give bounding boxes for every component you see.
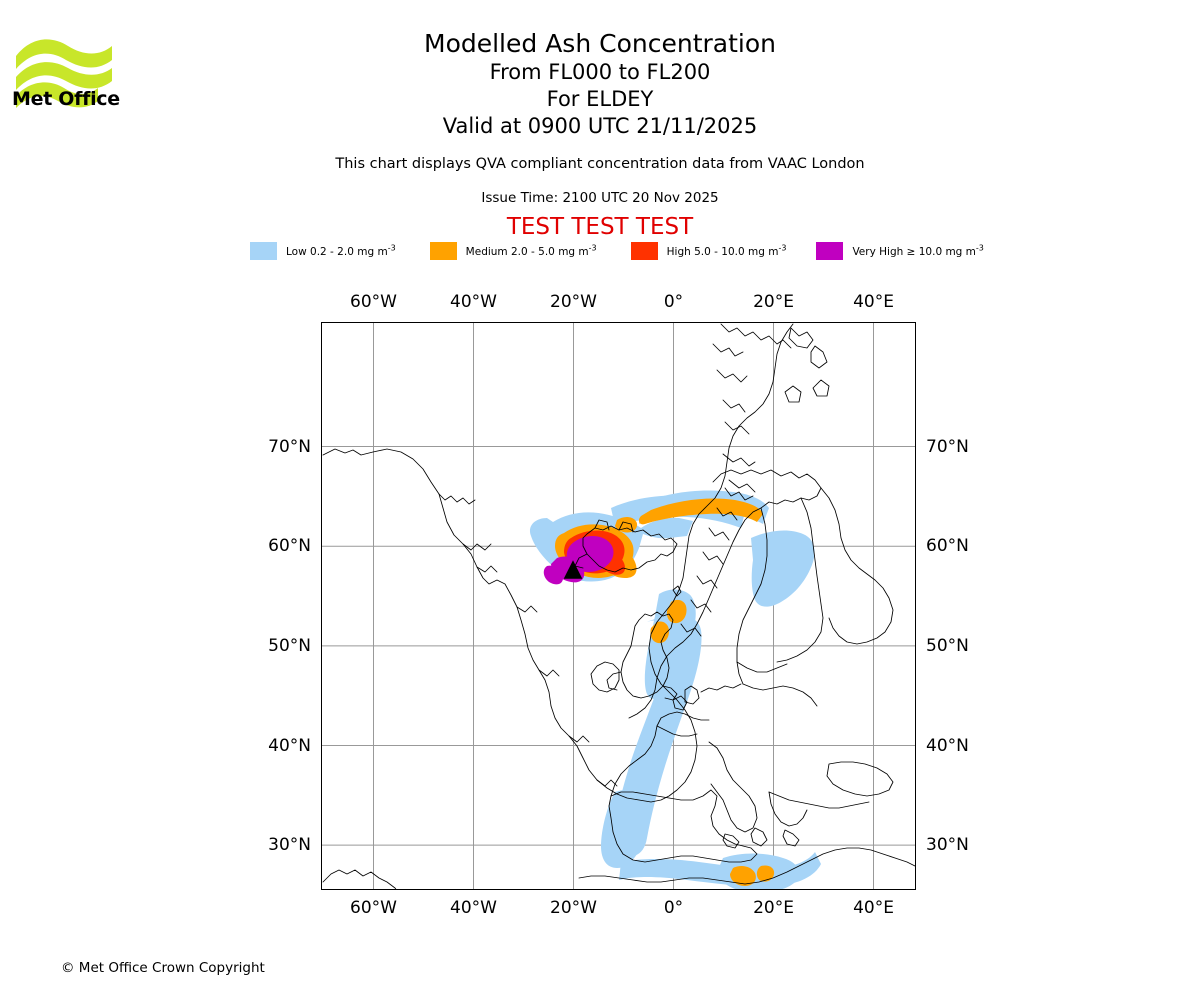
issue-time: Issue Time: 2100 UTC 20 Nov 2025	[481, 190, 719, 206]
map-container	[321, 322, 916, 890]
legend-swatch-medium	[429, 242, 457, 260]
lat-tick-right-4: 30°N	[926, 835, 969, 856]
logo-wordmark: Met Office	[12, 88, 120, 110]
legend-swatch-low	[250, 242, 277, 260]
legend-label-medium: Medium 2.0 - 5.0 mg m-3	[466, 244, 597, 259]
lat-tick-left-1: 60°N	[268, 536, 311, 557]
lon-tick-bottom-4: 20°E	[753, 898, 794, 918]
page-title: Modelled Ash Concentration	[424, 29, 776, 58]
lat-tick-right-1: 60°N	[926, 536, 969, 557]
title-volcano: For ELDEY	[546, 87, 654, 111]
lat-tick-left-2: 50°N	[268, 635, 311, 656]
lon-tick-bottom-1: 40°W	[450, 898, 497, 918]
ash-concentration-map	[321, 322, 916, 890]
legend-entry-medium: Medium 2.0 - 5.0 mg m-3	[429, 241, 597, 261]
legend-text-very-high: Very High ≥ 10.0 mg m-3	[852, 243, 984, 259]
test-banner: TEST TEST TEST	[506, 214, 694, 240]
lon-tick-top-1: 40°W	[450, 292, 497, 312]
legend-entry-low: Low 0.2 - 2.0 mg m-3	[250, 241, 396, 261]
met-office-logo	[16, 39, 112, 108]
lat-tick-right-2: 50°N	[926, 635, 969, 656]
lon-tick-top-0: 60°W	[350, 292, 397, 312]
lat-tick-right-0: 70°N	[926, 436, 969, 457]
lon-tick-bottom-0: 60°W	[350, 898, 397, 918]
lon-tick-bottom-5: 40°E	[853, 898, 894, 918]
map-frame	[321, 322, 916, 890]
lat-tick-left-3: 40°N	[268, 735, 311, 756]
title-block: Modelled Ash Concentration From FL000 to…	[0, 28, 1200, 140]
title-flight-levels: From FL000 to FL200	[489, 60, 711, 84]
legend-text-medium: Medium 2.0 - 5.0 mg m-3	[465, 243, 597, 259]
copyright-notice: © Met Office Crown Copyright	[61, 960, 265, 976]
legend-text-low: Low 0.2 - 2.0 mg m-3	[286, 243, 396, 259]
qva-note: This chart displays QVA compliant concen…	[335, 156, 865, 172]
legend-label-high: High 5.0 - 10.0 mg m-3	[667, 244, 787, 259]
map-coastlines	[322, 323, 916, 890]
legend-label-low: Low 0.2 - 2.0 mg m-3	[286, 244, 396, 259]
legend-entry-very-high: Very High ≥ 10.0 mg m-3	[816, 241, 984, 261]
lon-tick-top-2: 20°W	[550, 292, 597, 312]
legend-swatch-high	[630, 242, 658, 260]
legend-swatch-very-high	[816, 242, 844, 260]
lon-tick-bottom-2: 20°W	[550, 898, 597, 918]
lon-tick-top-4: 20°E	[753, 292, 794, 312]
legend-entry-high: High 5.0 - 10.0 mg m-3	[630, 241, 787, 261]
legend-text-high: High 5.0 - 10.0 mg m-3	[666, 243, 787, 259]
lat-tick-right-3: 40°N	[926, 735, 969, 756]
legend: Low 0.2 - 2.0 mg m-3 Medium 2.0 - 5.0 mg…	[250, 241, 990, 261]
title-valid-time: Valid at 0900 UTC 21/11/2025	[442, 114, 758, 138]
volcano-marker-eldey	[563, 560, 583, 579]
lon-tick-bottom-3: 0°	[663, 898, 684, 918]
lon-tick-top-5: 40°E	[853, 292, 894, 312]
plume-very-high-layer	[543, 536, 614, 585]
lat-tick-left-0: 70°N	[268, 436, 311, 457]
lat-tick-left-4: 30°N	[268, 835, 311, 856]
lon-tick-top-3: 0°	[663, 292, 684, 312]
legend-label-very-high: Very High ≥ 10.0 mg m-3	[852, 244, 983, 259]
